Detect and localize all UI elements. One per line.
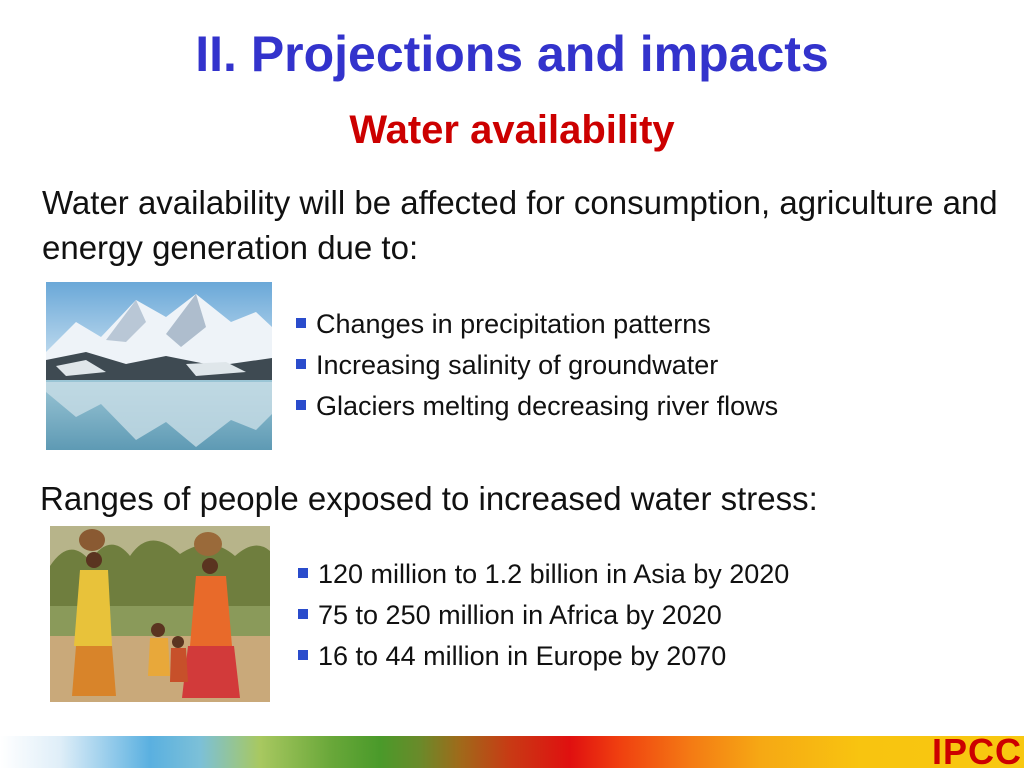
list-item-text: Changes in precipitation patterns [316,309,711,339]
list-item-text: Glaciers melting decreasing river flows [316,391,779,421]
list-item-text: Increasing salinity of groundwater [316,350,719,380]
list-item: 16 to 44 million in Europe by 2070 [298,636,789,677]
causes-list: Changes in precipitation patterns Increa… [296,304,778,427]
square-bullet-icon [298,567,308,578]
list-item: Increasing salinity of groundwater [296,345,778,386]
glacier-mountain-photo [46,282,272,450]
footer-color-band [0,736,1024,768]
square-bullet-icon [296,399,306,410]
intro-text: Water availability will be affected for … [42,184,998,266]
square-bullet-icon [298,608,308,619]
list-item-text: 120 million to 1.2 billion in Asia by 20… [318,559,790,589]
square-bullet-icon [296,317,306,328]
list-item: Changes in precipitation patterns [296,304,778,345]
water-stress-heading: Ranges of people exposed to increased wa… [40,480,818,517]
page-subtitle: Water availability [349,108,675,152]
water-carriers-photo [50,526,270,702]
page-title: II. Projections and impacts [195,26,829,82]
square-bullet-icon [296,358,306,369]
exposure-list: 120 million to 1.2 billion in Asia by 20… [298,554,789,677]
list-item: 75 to 250 million in Africa by 2020 [298,595,789,636]
ipcc-logo: IPCC [931,731,1022,768]
list-item-text: 16 to 44 million in Europe by 2070 [318,641,727,671]
list-item: Glaciers melting decreasing river flows [296,386,778,427]
list-item: 120 million to 1.2 billion in Asia by 20… [298,554,789,595]
square-bullet-icon [298,649,308,660]
list-item-text: 75 to 250 million in Africa by 2020 [318,600,722,630]
